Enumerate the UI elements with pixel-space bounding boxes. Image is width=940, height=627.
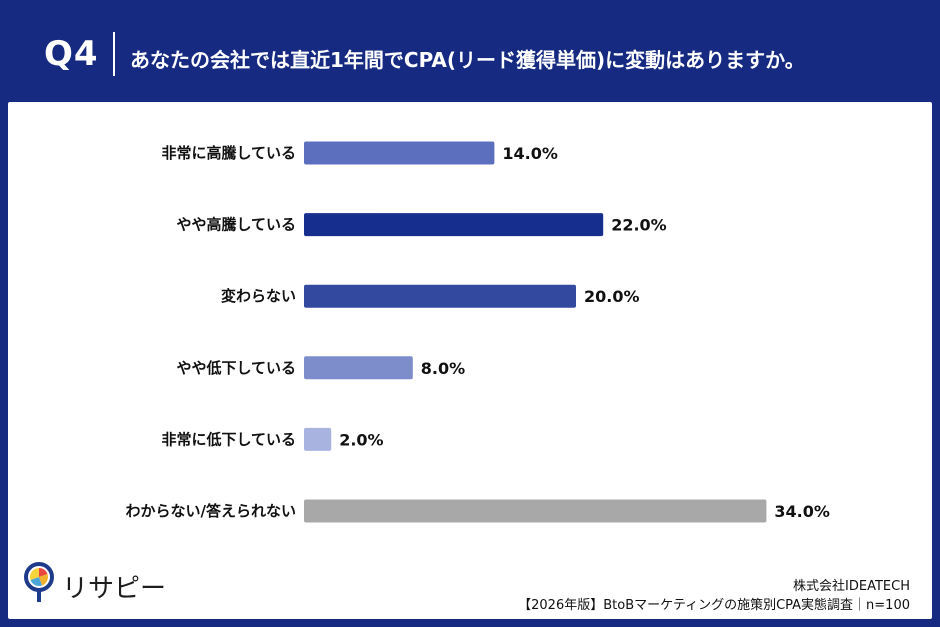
value-label: 34.0% <box>774 502 830 521</box>
category-label: 非常に低下している <box>161 430 296 448</box>
value-label: 20.0% <box>584 287 640 306</box>
bar <box>304 213 604 237</box>
question-number: Q4 <box>44 34 99 74</box>
bar <box>304 284 576 308</box>
bar <box>304 427 332 451</box>
question-header: Q4 あなたの会社では直近1年間でCPA(リード獲得単価)に変動はありますか。 <box>0 0 940 102</box>
question-text: あなたの会社では直近1年間でCPA(リード獲得単価)に変動はありますか。 <box>130 48 805 72</box>
header-divider <box>113 32 115 76</box>
category-label: やや高騰している <box>176 216 296 234</box>
bar <box>304 356 413 380</box>
value-label: 2.0% <box>339 430 383 449</box>
value-label: 8.0% <box>421 359 465 378</box>
value-label: 14.0% <box>502 144 558 163</box>
value-label: 22.0% <box>611 216 667 235</box>
pin-icon <box>24 562 54 602</box>
category-label: 変わらない <box>221 287 296 305</box>
risapi-logo: リサピー <box>22 560 166 610</box>
bar <box>304 499 767 523</box>
survey-credit: 【2026年版】BtoBマーケティングの施策別CPA実態調査｜n=100 <box>518 598 910 613</box>
logo-text: リサピー <box>62 574 167 604</box>
category-label: 非常に高騰している <box>161 144 296 162</box>
company-credit: 株式会社IDEATECH <box>793 579 910 594</box>
chart-panel <box>8 102 932 619</box>
bar <box>304 141 495 165</box>
category-label: わからない/答えられない <box>126 502 296 520</box>
category-label: やや低下している <box>176 359 296 377</box>
